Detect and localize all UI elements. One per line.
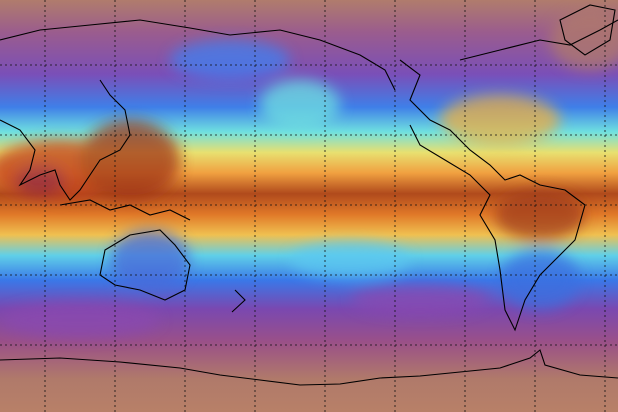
coastline: [559, 4, 616, 56]
coastline: [459, 19, 618, 61]
coastline: [0, 19, 396, 91]
coastline: [399, 59, 586, 332]
coastlines: [0, 4, 618, 386]
coastline: [0, 79, 131, 201]
coastline: [231, 289, 246, 313]
coastline: [0, 349, 618, 386]
